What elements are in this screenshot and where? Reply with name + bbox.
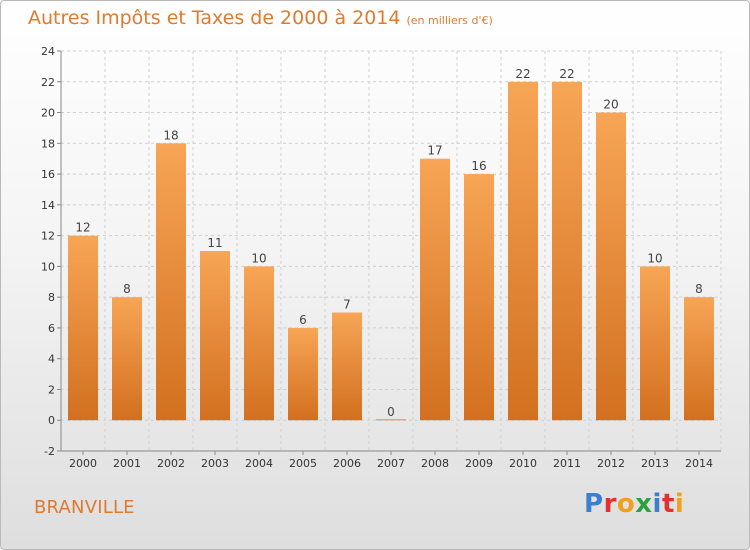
x-tick-label: 2011 xyxy=(553,457,581,470)
x-tick-label: 2006 xyxy=(333,457,361,470)
data-label: 16 xyxy=(471,159,486,173)
data-label: 12 xyxy=(75,221,90,235)
y-tick-label: 24 xyxy=(41,45,55,58)
x-tick-label: 2010 xyxy=(509,457,537,470)
data-label: 18 xyxy=(163,128,178,142)
data-label: 22 xyxy=(559,67,574,81)
proxiti-logo[interactable]: Proxiti xyxy=(584,489,684,519)
bar xyxy=(420,158,450,421)
logo-letter: i xyxy=(674,489,685,519)
chart-title-text: Autres Impôts et Taxes de 2000 à 2014 xyxy=(28,7,401,29)
y-tick-label: 2 xyxy=(48,383,55,396)
chart-title: Autres Impôts et Taxes de 2000 à 2014 (en… xyxy=(28,7,493,29)
logo-letter: o xyxy=(616,489,636,519)
logo-letter: P xyxy=(584,489,604,519)
data-label: 8 xyxy=(695,282,703,296)
x-tick-label: 2001 xyxy=(113,457,141,470)
x-tick-label: 2000 xyxy=(69,457,97,470)
y-tick-label: 20 xyxy=(41,107,55,120)
data-label: 8 xyxy=(123,282,131,296)
bar xyxy=(200,251,230,421)
y-tick-label: 8 xyxy=(48,291,55,304)
bar xyxy=(640,266,670,421)
data-label: 17 xyxy=(427,144,442,158)
bar xyxy=(68,235,98,421)
logo-letter: x xyxy=(635,489,653,519)
y-tick-label: 16 xyxy=(41,168,55,181)
x-tick-label: 2013 xyxy=(641,457,669,470)
x-tick-label: 2005 xyxy=(289,457,317,470)
bar xyxy=(596,112,626,421)
bar xyxy=(508,81,538,421)
logo-letter: t xyxy=(661,489,675,519)
x-tick-label: 2002 xyxy=(157,457,185,470)
bar xyxy=(376,419,406,421)
x-tick-label: 2008 xyxy=(421,457,449,470)
x-tick-label: 2012 xyxy=(597,457,625,470)
bar xyxy=(332,312,362,421)
y-tick-label: 14 xyxy=(41,199,55,212)
y-tick-label: 0 xyxy=(48,414,55,427)
bar xyxy=(464,174,494,421)
y-tick-label: 22 xyxy=(41,76,55,89)
bar xyxy=(552,81,582,421)
data-label: 11 xyxy=(207,236,222,250)
data-label: 10 xyxy=(251,251,266,265)
data-labels: 12 8 18 11 10 6 7 0 17 16 22 22 20 10 8 xyxy=(75,67,702,419)
data-label: 22 xyxy=(515,67,530,81)
bars xyxy=(68,81,714,421)
x-tick-label: 2007 xyxy=(377,457,405,470)
data-label: 0 xyxy=(387,405,395,419)
data-label: 7 xyxy=(343,298,351,312)
data-label: 10 xyxy=(647,251,662,265)
y-tick-label: 4 xyxy=(48,353,55,366)
logo-letter: i xyxy=(652,489,662,519)
bar xyxy=(112,297,142,421)
y-tick-label: 10 xyxy=(41,260,55,273)
y-tick-label: 6 xyxy=(48,322,55,335)
bar xyxy=(684,297,714,421)
x-tick-label: 2009 xyxy=(465,457,493,470)
y-tick-label: -2 xyxy=(44,445,55,458)
logo-letter: r xyxy=(603,489,617,519)
bar xyxy=(156,143,186,421)
y-tick-label: 12 xyxy=(41,230,55,243)
city-name: BRANVILLE xyxy=(34,497,135,518)
bar xyxy=(244,266,274,421)
chart-subtitle: (en milliers d'€) xyxy=(406,14,493,27)
data-label: 6 xyxy=(299,313,307,327)
bar xyxy=(288,327,318,421)
data-label: 20 xyxy=(603,98,618,112)
x-tick-label: 2014 xyxy=(685,457,713,470)
x-tick-label: 2003 xyxy=(201,457,229,470)
y-tick-label: 18 xyxy=(41,137,55,150)
x-tick-label: 2004 xyxy=(245,457,273,470)
